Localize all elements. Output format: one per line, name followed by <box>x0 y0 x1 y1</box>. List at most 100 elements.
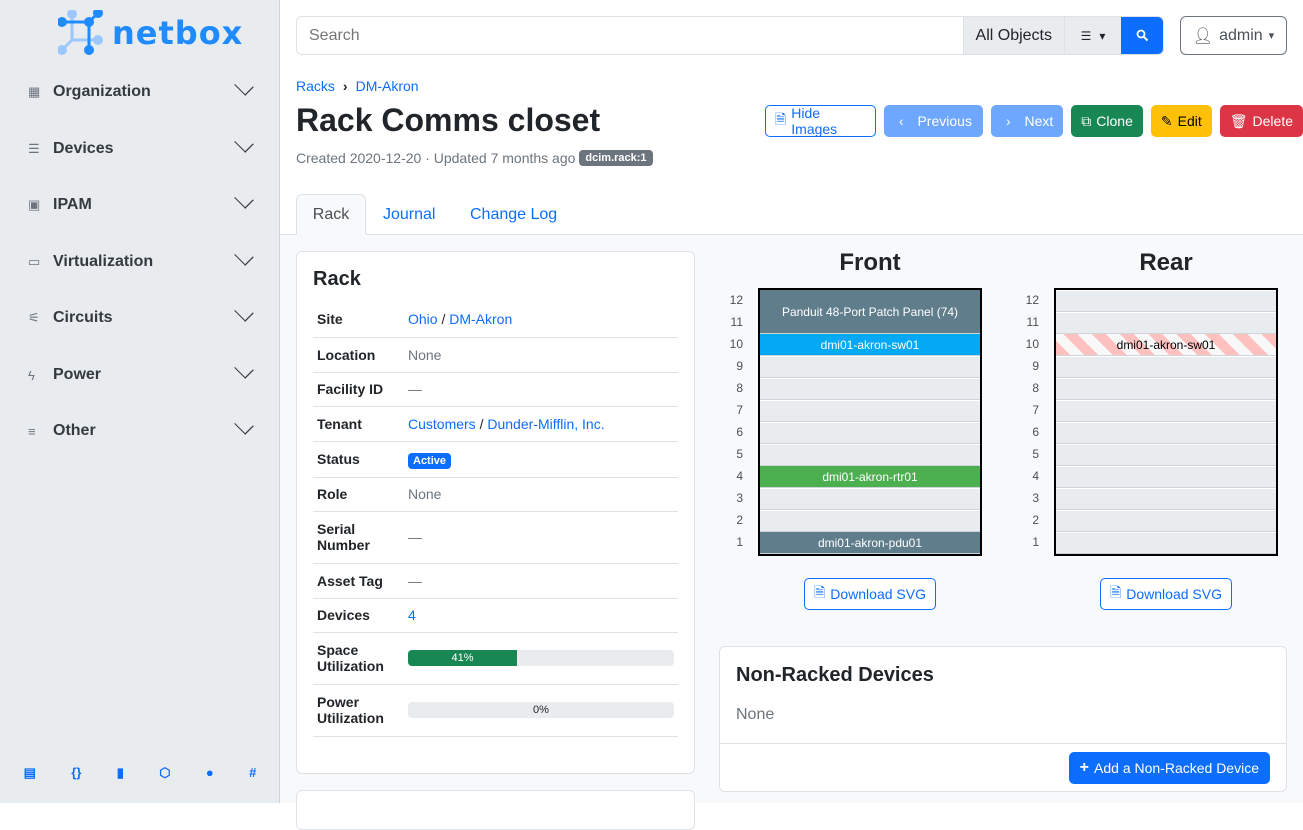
filter-dropdown-button[interactable]: ☰ ▾ <box>1064 17 1121 54</box>
sidebar-item-label: IPAM <box>53 196 92 213</box>
rack-details-table: Site Ohio / DM-Akron Location None Facility … <box>313 302 678 737</box>
clone-button[interactable]: ⧉ Clone <box>1071 105 1143 137</box>
rack-device[interactable]: Panduit 48-Port Patch Panel (74) <box>760 290 980 334</box>
chevron-down-icon <box>234 189 254 209</box>
link[interactable]: Dunder-Mifflin, Inc. <box>487 415 605 432</box>
empty-unit-slot[interactable] <box>1056 510 1276 532</box>
page-meta: Created 2020-12-20 · Updated 7 months ag… <box>296 150 653 166</box>
row-key: Space Utilization <box>313 632 404 685</box>
add-non-racked-device-button[interactable]: + Add a Non-Racked Device <box>1068 752 1270 784</box>
search-input[interactable] <box>297 17 963 54</box>
bookmark-icon[interactable]: ▮ <box>116 765 124 780</box>
empty-unit-slot[interactable] <box>1056 444 1276 466</box>
link[interactable]: Ohio <box>408 311 438 328</box>
row-value: None <box>404 337 678 373</box>
empty-unit-slot[interactable] <box>1056 532 1276 554</box>
rack-device[interactable]: dmi01-akron-sw01 <box>760 334 980 356</box>
empty-unit-slot[interactable] <box>760 444 980 466</box>
github-icon[interactable]: ● <box>205 765 214 780</box>
label: Add a Non-Racked Device <box>1094 760 1259 776</box>
slack-icon[interactable]: # <box>249 765 257 780</box>
download-rear-svg-button[interactable]: 🗎︎ Download SVG <box>1100 578 1232 610</box>
breadcrumb-racks[interactable]: Racks <box>296 78 335 94</box>
sidebar-item-ipam[interactable]: ▣ IPAM <box>0 185 280 225</box>
hide-images-button[interactable]: 🗎︎ Hide Images <box>765 105 876 137</box>
server-icon: ☰ <box>28 141 40 156</box>
table-row: Devices 4 <box>313 598 678 633</box>
row-key: Devices <box>313 598 404 633</box>
chevron-left-icon: ‹ <box>898 113 904 129</box>
lightning-icon: ϟ <box>28 367 35 383</box>
link[interactable]: DM-Akron <box>449 311 513 328</box>
search-button[interactable] <box>1121 17 1163 54</box>
unit-number: 11 <box>1026 315 1039 329</box>
empty-unit-slot[interactable] <box>760 422 980 444</box>
rack-device[interactable]: dmi01-akron-sw01 <box>1056 334 1276 356</box>
empty-unit-slot[interactable] <box>760 378 980 400</box>
unit-number: 5 <box>1032 447 1039 461</box>
next-button[interactable]: › Next <box>990 105 1064 137</box>
unit-number: 2 <box>736 513 743 527</box>
utilization-progress: 41% <box>408 650 674 666</box>
empty-unit-slot[interactable] <box>1056 290 1276 312</box>
rack-device[interactable]: dmi01-akron-rtr01 <box>760 466 980 488</box>
sidebar-item-other[interactable]: ≡ Other <box>0 411 280 451</box>
breadcrumb-site[interactable]: DM-Akron <box>355 78 419 94</box>
row-value: — <box>404 372 678 407</box>
building-icon: ▦ <box>28 84 41 99</box>
empty-unit-slot[interactable] <box>760 488 980 510</box>
value: — <box>408 529 422 545</box>
delete-button[interactable]: 🗑︎ Delete <box>1219 105 1303 137</box>
sidebar-item-power[interactable]: ϟ Power <box>0 355 280 395</box>
api-braces-icon[interactable]: {} <box>71 765 82 780</box>
user-menu-button[interactable]: 👤︎ admin ▾ <box>1180 16 1287 55</box>
page-title: Rack Comms closet <box>296 102 601 138</box>
link[interactable]: Customers <box>408 415 476 432</box>
tab-journal[interactable]: Journal <box>383 205 436 223</box>
sidebar-item-circuits[interactable]: ⚟ Circuits <box>0 298 280 338</box>
unit-number: 11 <box>730 315 743 329</box>
empty-unit-slot[interactable] <box>760 510 980 532</box>
empty-unit-slot[interactable] <box>1056 400 1276 422</box>
file-image-icon: 🗎︎ <box>775 111 787 127</box>
row-key: Tenant <box>313 406 404 442</box>
book-icon[interactable]: ▤ <box>23 765 36 780</box>
chevron-right-icon: › <box>1005 113 1011 129</box>
empty-unit-slot[interactable] <box>1056 488 1276 510</box>
pencil-icon: ✎ <box>1160 112 1173 129</box>
table-row: Role None <box>313 477 678 512</box>
non-racked-devices-card: Non-Racked Devices None + Add a Non-Racke… <box>719 646 1287 792</box>
rack-device[interactable]: dmi01-akron-pdu01 <box>760 532 980 554</box>
sidebar-item-organization[interactable]: ▦ Organization <box>0 72 280 112</box>
row-key: Power Utilization <box>313 684 404 737</box>
devices-count-link[interactable]: 4 <box>408 607 416 623</box>
netbox-logo[interactable]: netbox <box>58 10 243 56</box>
empty-unit-slot[interactable] <box>1056 466 1276 488</box>
unit-number: 5 <box>736 447 743 461</box>
utilization-progress: 0% <box>408 702 674 718</box>
value: — <box>408 572 422 589</box>
object-type-select[interactable]: All Objects <box>962 17 1064 54</box>
sidebar-item-devices[interactable]: ☰ Devices <box>0 129 280 169</box>
unit-number: 3 <box>736 491 743 505</box>
created-updated-text: Created 2020-12-20 · Updated 7 months ag… <box>296 150 576 166</box>
unit-number: 12 <box>729 293 743 307</box>
tab-change-log[interactable]: Change Log <box>470 205 558 223</box>
empty-unit-slot[interactable] <box>1056 312 1276 334</box>
unit-number: 6 <box>736 425 743 439</box>
tab-rack[interactable]: Rack <box>296 194 366 235</box>
empty-unit-slot[interactable] <box>1056 422 1276 444</box>
graphql-icon[interactable]: ⬡ <box>159 765 171 780</box>
download-front-svg-button[interactable]: 🗎︎ Download SVG <box>804 578 936 610</box>
empty-unit-slot[interactable] <box>1056 356 1276 378</box>
row-value: None <box>404 477 678 512</box>
empty-unit-slot[interactable] <box>760 400 980 422</box>
sidebar-item-virtualization[interactable]: ▭ Virtualization <box>0 242 280 282</box>
edit-button[interactable]: ✎ Edit <box>1150 105 1212 137</box>
value: None <box>408 486 442 502</box>
label: Next <box>1024 113 1054 129</box>
empty-unit-slot[interactable] <box>1056 378 1276 400</box>
empty-unit-slot[interactable] <box>760 356 980 378</box>
previous-button[interactable]: ‹ Previous <box>883 105 983 137</box>
sidebar-item-label: Circuits <box>53 309 113 326</box>
